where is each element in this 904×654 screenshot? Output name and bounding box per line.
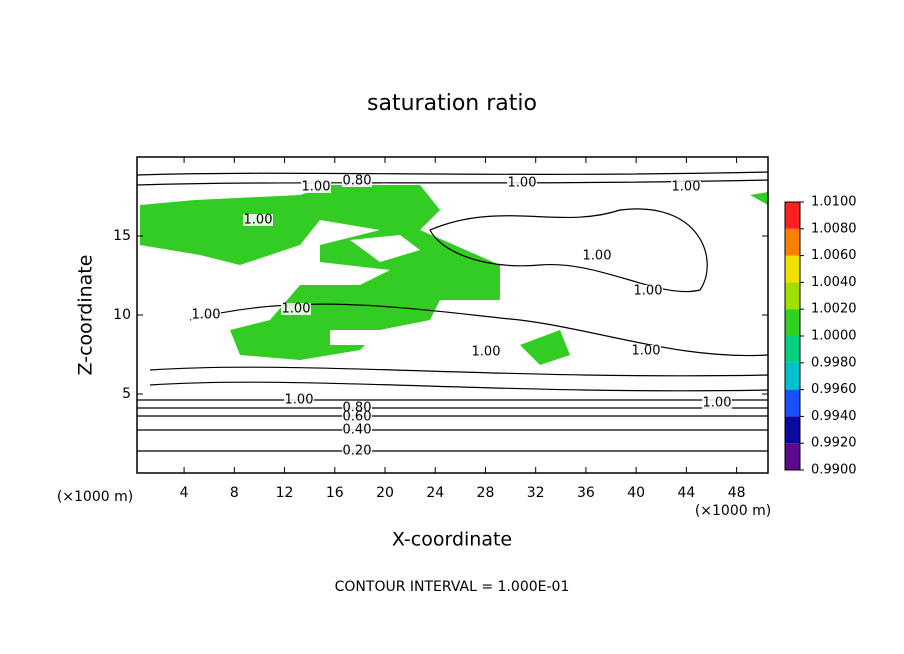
colorbar-tick-label: 0.9900 (811, 463, 857, 478)
x-unit: (×1000 m) (695, 503, 771, 519)
colorbar-band (785, 336, 800, 363)
x-tick-label: 36 (577, 485, 595, 501)
contour-label: 0.40 (343, 423, 372, 438)
contour-label: 1.00 (302, 180, 331, 195)
colorbar-band (785, 362, 800, 390)
colorbar-tick-label: 0.9980 (811, 355, 857, 370)
contour-label-bg (301, 181, 331, 193)
colorbar-tick-label: 0.9920 (811, 436, 857, 451)
x-tick-label: 44 (677, 485, 695, 501)
contour-label-bg (342, 175, 372, 187)
colorbar-tick-label: 0.9960 (811, 382, 857, 397)
colorbar-tick-label: 0.9940 (811, 409, 857, 424)
x-tick-label: 48 (728, 485, 746, 501)
colorbar-band (785, 443, 800, 470)
y-tick-label: 5 (122, 386, 131, 402)
x-axis-label: X-coordinate (392, 529, 512, 551)
x-tick-label: 24 (426, 485, 444, 501)
colorbar-band (785, 309, 800, 336)
contour-label-bg (243, 214, 273, 226)
contour-label-bg (191, 309, 221, 321)
contour-label-bg (342, 411, 372, 423)
contour-label-bg (702, 397, 732, 409)
colorbar-tick-label: 1.0020 (811, 302, 857, 317)
colorbar-band (785, 202, 800, 229)
contour-label: 1.00 (672, 180, 701, 195)
contour-label-bg (507, 177, 537, 189)
contour-label: 1.00 (508, 176, 537, 191)
chart-title: saturation ratio (367, 91, 537, 116)
x-unit: (×1000 m) (57, 489, 133, 505)
x-tick-label: 8 (230, 485, 239, 501)
x-tick-label: 12 (276, 485, 294, 501)
contour-label: 1.00 (634, 284, 663, 299)
supersat-region (520, 192, 768, 365)
x-tick-label: 20 (376, 485, 394, 501)
contour-label-bg (671, 181, 701, 193)
colorbar-band (785, 389, 800, 417)
colorbar-tick-label: 1.0060 (811, 248, 857, 263)
colorbar-tick-label: 1.0040 (811, 275, 857, 290)
contour-label: 1.00 (244, 213, 273, 228)
contour-label: 1.00 (192, 308, 221, 323)
contour-label: 1.00 (583, 249, 612, 264)
y-axis-label: Z-coordinate (75, 255, 97, 376)
contour-label-bg (284, 394, 314, 406)
contour-label-bg (631, 345, 661, 357)
y-tick-label: 15 (113, 228, 131, 244)
contour-label: 1.00 (632, 344, 661, 359)
x-tick-label: 4 (180, 485, 189, 501)
subsat-region (330, 235, 420, 345)
colorbar-tick-label: 1.0100 (811, 195, 857, 210)
contour-label: 1.00 (703, 396, 732, 411)
colorbar-band (785, 282, 800, 310)
colorbar-band (785, 228, 800, 256)
contour-label: 1.00 (472, 345, 501, 360)
contour-label: 1.00 (285, 393, 314, 408)
supersat-region (140, 185, 500, 360)
x-tick-label: 40 (627, 485, 645, 501)
x-tick-label: 28 (477, 485, 495, 501)
contour-label-bg (582, 250, 612, 262)
contour-label: 0.20 (343, 444, 372, 459)
contour-label-bg (633, 285, 663, 297)
contour-label-bg (342, 445, 372, 457)
footer: CONTOUR INTERVAL = 1.000E-01 (335, 579, 570, 595)
contour-label: 0.60 (343, 410, 372, 425)
field (136, 171, 769, 452)
contour-label-bg (471, 346, 501, 358)
x-tick-label: 16 (326, 485, 344, 501)
y-tick-label: 10 (113, 307, 131, 323)
colorbar-tick-label: 1.0000 (811, 329, 857, 344)
contour-label-bg (342, 424, 372, 436)
colorbar-band (785, 416, 800, 444)
contour-label: 1.00 (282, 302, 311, 317)
x-tick-label: 32 (527, 485, 545, 501)
contour-label-bg (281, 303, 311, 315)
contour-label: 0.80 (343, 174, 372, 189)
colorbar-tick-label: 1.0080 (811, 221, 857, 236)
colorbar-band (785, 255, 800, 283)
